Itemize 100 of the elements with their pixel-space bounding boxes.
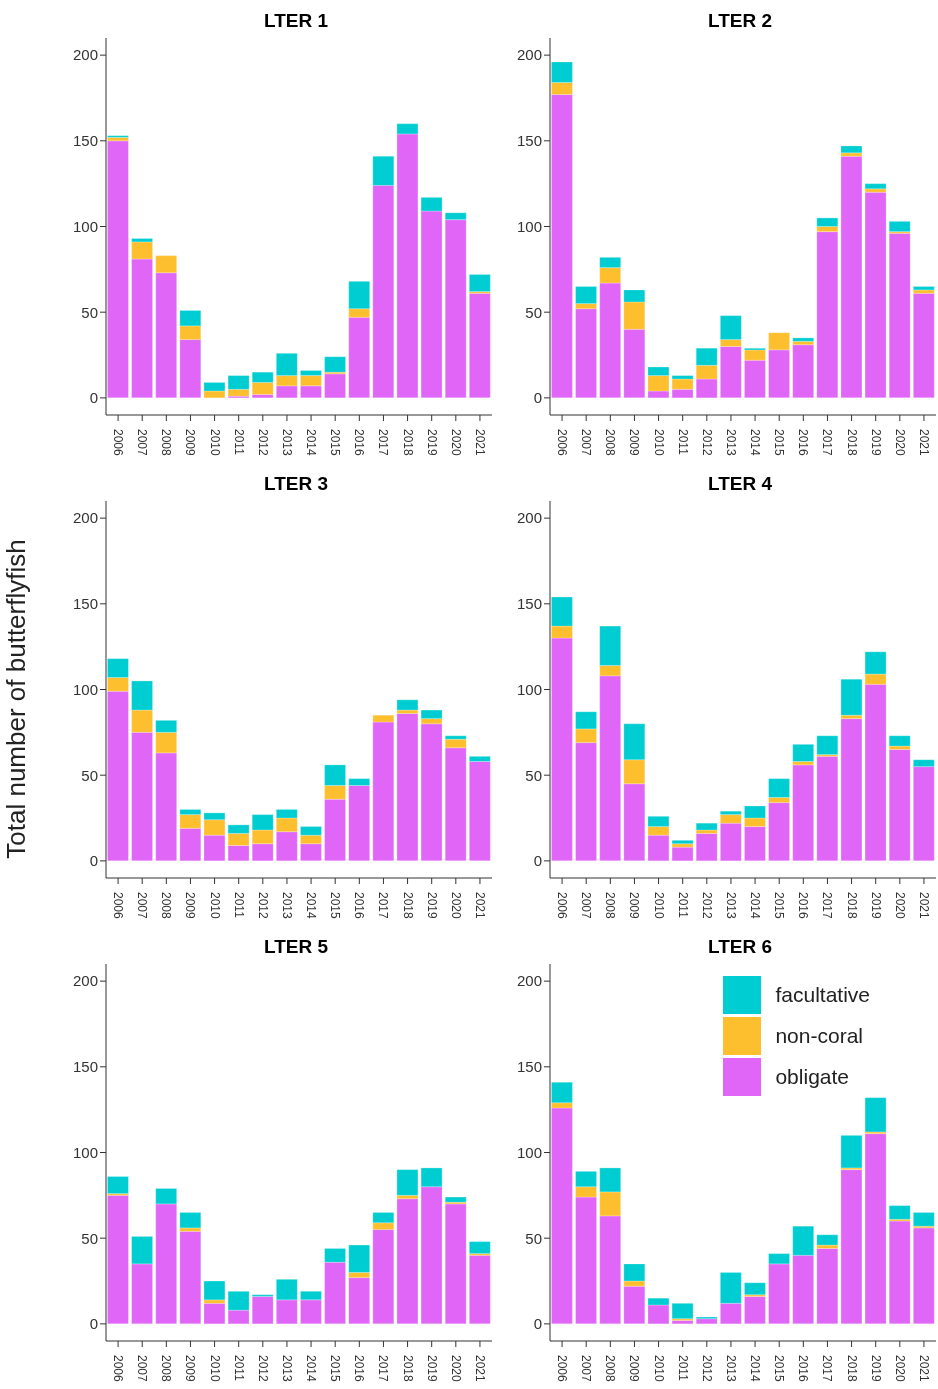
y-tick-label: 100 — [72, 1143, 98, 1161]
x-tick-label: 2008 — [603, 892, 618, 920]
x-tick-label: 2006 — [555, 892, 570, 920]
y-tick-label: 200 — [72, 46, 98, 64]
x-tick-label: 2010 — [651, 429, 666, 457]
x-tick-label: 2006 — [111, 1355, 126, 1383]
y-tick-label: 150 — [516, 595, 542, 613]
x-tick-label: 2010 — [651, 1355, 666, 1383]
x-tick-label: 2018 — [844, 892, 859, 920]
x-tick-label: 2021 — [916, 1355, 931, 1383]
x-tick-label: 2011 — [675, 429, 690, 456]
x-tick-label: 2020 — [448, 892, 463, 920]
x-tick-label: 2009 — [627, 1355, 642, 1383]
y-tick-label: 50 — [81, 303, 98, 321]
x-tick-label: 2008 — [159, 429, 174, 457]
y-tick-label: 0 — [533, 852, 542, 870]
x-tick-label: 2021 — [472, 429, 487, 457]
x-tick-label: 2016 — [352, 892, 367, 920]
y-tick-label: 50 — [525, 1229, 542, 1247]
x-tick-label: 2009 — [627, 892, 642, 920]
x-tick-label: 2020 — [892, 429, 907, 457]
x-tick-label: 2013 — [723, 892, 738, 920]
x-tick-label: 2015 — [772, 1355, 787, 1383]
x-tick-label: 2020 — [892, 892, 907, 920]
x-tick-label: 2015 — [772, 892, 787, 920]
y-tick-label: 100 — [516, 217, 542, 235]
chart-title: LTER 5 — [262, 935, 329, 959]
x-tick-label: 2020 — [448, 1355, 463, 1383]
x-tick-label: 2008 — [603, 429, 618, 457]
legend-label: obligate — [775, 1064, 849, 1089]
y-tick-label: 50 — [81, 766, 98, 784]
x-tick-label: 2021 — [472, 1355, 487, 1383]
y-tick-label: 0 — [533, 389, 542, 407]
x-tick-label: 2019 — [424, 1355, 439, 1383]
y-tick-label: 100 — [516, 680, 542, 698]
x-tick-label: 2014 — [748, 892, 763, 920]
x-tick-label: 2012 — [699, 892, 714, 920]
x-tick-label: 2018 — [400, 892, 415, 920]
x-tick-label: 2013 — [279, 892, 294, 920]
x-tick-label: 2021 — [916, 429, 931, 457]
x-tick-label: 2019 — [424, 892, 439, 920]
x-tick-label: 2013 — [279, 1355, 294, 1383]
y-tick-label: 100 — [72, 680, 98, 698]
y-tick-label: 100 — [516, 1143, 542, 1161]
y-tick-label: 150 — [72, 1058, 98, 1076]
x-tick-label: 2010 — [207, 1355, 222, 1383]
x-tick-label: 2018 — [400, 429, 415, 457]
x-tick-label: 2016 — [796, 429, 811, 457]
x-tick-label: 2016 — [352, 429, 367, 457]
x-tick-label: 2021 — [472, 892, 487, 920]
x-tick-label: 2014 — [748, 1355, 763, 1383]
x-tick-label: 2006 — [111, 429, 126, 457]
chart-title: LTER 3 — [262, 472, 329, 496]
y-axis-title: Total number of butterflyfish — [0, 538, 32, 859]
x-tick-label: 2014 — [304, 1355, 319, 1383]
x-tick-label: 2011 — [231, 429, 246, 456]
legend-label: non-coral — [775, 1023, 863, 1048]
x-tick-label: 2016 — [796, 1355, 811, 1383]
legend-label: facultative — [775, 982, 870, 1007]
x-tick-label: 2020 — [448, 429, 463, 457]
y-tick-label: 200 — [516, 972, 542, 990]
y-tick-label: 200 — [72, 972, 98, 990]
x-tick-label: 2007 — [579, 429, 594, 457]
y-tick-label: 150 — [516, 132, 542, 150]
x-tick-label: 2007 — [579, 892, 594, 920]
x-tick-label: 2011 — [675, 892, 690, 919]
x-tick-label: 2015 — [328, 892, 343, 920]
x-tick-label: 2012 — [699, 1355, 714, 1383]
x-tick-label: 2018 — [844, 1355, 859, 1383]
y-tick-label: 150 — [516, 1058, 542, 1076]
y-tick-label: 0 — [89, 1315, 98, 1333]
x-tick-label: 2007 — [579, 1355, 594, 1383]
x-tick-label: 2014 — [304, 429, 319, 457]
x-tick-label: 2019 — [868, 892, 883, 920]
x-tick-label: 2008 — [603, 1355, 618, 1383]
x-tick-label: 2017 — [820, 892, 835, 920]
x-tick-label: 2010 — [207, 892, 222, 920]
x-tick-label: 2019 — [868, 1355, 883, 1383]
x-tick-label: 2009 — [183, 892, 198, 920]
x-tick-label: 2006 — [555, 429, 570, 457]
x-tick-label: 2006 — [555, 1355, 570, 1383]
x-tick-label: 2017 — [376, 429, 391, 457]
x-tick-label: 2009 — [627, 429, 642, 457]
x-tick-label: 2009 — [183, 429, 198, 457]
y-tick-label: 50 — [525, 766, 542, 784]
x-tick-label: 2012 — [255, 1355, 270, 1383]
x-tick-label: 2016 — [796, 892, 811, 920]
x-tick-label: 2017 — [376, 1355, 391, 1383]
x-tick-label: 2011 — [675, 1355, 690, 1382]
y-tick-label: 150 — [72, 595, 98, 613]
x-tick-label: 2015 — [328, 1355, 343, 1383]
y-tick-label: 50 — [81, 1229, 98, 1247]
x-tick-label: 2015 — [328, 429, 343, 457]
x-tick-label: 2013 — [723, 429, 738, 457]
x-tick-label: 2017 — [820, 429, 835, 457]
x-tick-label: 2010 — [651, 892, 666, 920]
x-tick-label: 2018 — [844, 429, 859, 457]
y-tick-label: 200 — [516, 46, 542, 64]
x-tick-label: 2007 — [135, 892, 150, 920]
y-tick-label: 0 — [89, 389, 98, 407]
